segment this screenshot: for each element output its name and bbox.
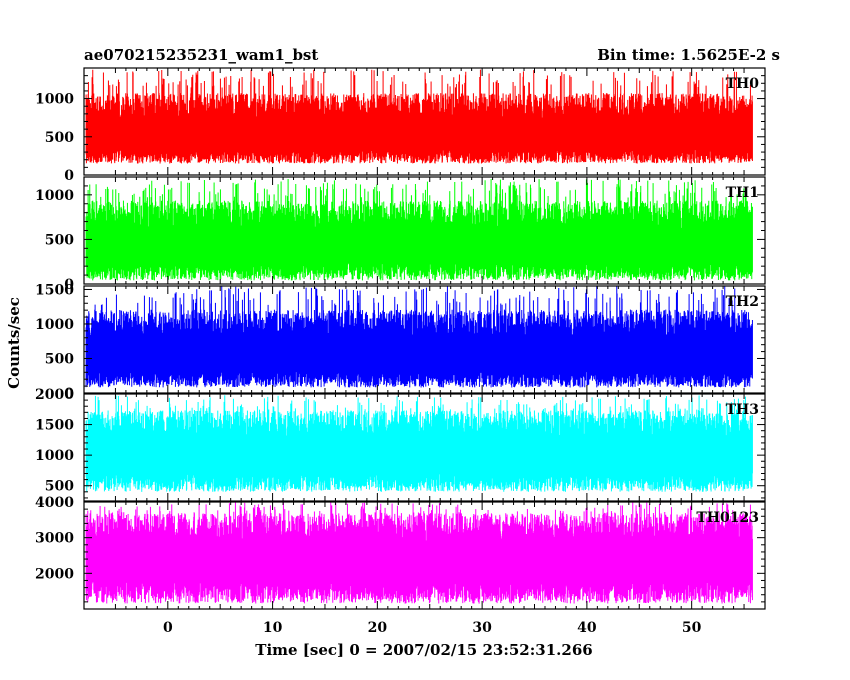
panel-th3: 500 1000 1500 2000 TH3	[35, 387, 766, 502]
y-tick-label: 1500	[35, 282, 74, 298]
x-tick-label: 30	[472, 620, 492, 636]
panel-frame	[83, 285, 766, 394]
y-tick-label: 1000	[35, 188, 74, 204]
x-tick-label: 10	[263, 620, 283, 636]
series-th0	[85, 69, 753, 164]
series-th3	[85, 395, 753, 492]
x-ticks	[114, 177, 745, 284]
y-tick-label: 500	[45, 130, 74, 146]
x-ticks	[114, 394, 745, 501]
x-tick-label: 0	[163, 620, 173, 636]
y-tick-label: 0	[64, 168, 74, 184]
y-tick-label: 500	[45, 351, 74, 367]
x-tick-label: 40	[577, 620, 597, 636]
panel-th0123: 2000 3000 4000 TH0123	[35, 495, 766, 610]
panel-label-th0: TH0	[726, 76, 760, 92]
y-ticks	[84, 393, 765, 499]
y-tick-label: 3000	[35, 531, 74, 547]
y-axis-title: Counts/sec	[5, 297, 23, 389]
y-tick-label: 500	[45, 232, 74, 248]
x-tick-label: 50	[682, 620, 702, 636]
y-tick-label: 0	[64, 277, 74, 293]
y-ticks	[84, 67, 765, 176]
x-tick-label: 20	[368, 620, 388, 636]
panel-label-th0123: TH0123	[696, 510, 759, 526]
chart-title-right: Bin time: 1.5625E-2 s	[597, 46, 780, 64]
y-tick-label: 0	[64, 386, 74, 402]
panel-th0: 0 500 1000 TH0	[35, 67, 766, 184]
panel-frame	[83, 501, 766, 610]
y-tick-label: 500	[45, 479, 74, 495]
panel-th1: 0 500 1000 TH1	[35, 176, 766, 293]
series-th0123	[85, 502, 753, 604]
series-th2	[85, 286, 753, 388]
y-tick-label: 1500	[35, 418, 74, 434]
y-tick-label: 2000	[35, 566, 74, 582]
x-axis-title: Time [sec] 0 = 2007/02/15 23:52:31.266	[255, 641, 592, 659]
panel-frame	[83, 393, 766, 502]
y-ticks	[84, 288, 765, 394]
series-th1	[85, 179, 753, 281]
panel-label-th3: TH3	[726, 402, 759, 418]
chart-title-left: ae070215235231_wam1_bst	[84, 46, 318, 64]
panel-th2: 0 500 1000 1500 TH2	[35, 282, 766, 402]
y-tick-label: 1000	[35, 448, 74, 464]
x-ticks	[114, 286, 745, 393]
y-tick-label: 1000	[35, 317, 74, 333]
y-tick-label: 4000	[35, 495, 74, 511]
y-tick-label: 2000	[35, 387, 74, 403]
panel-label-th1: TH1	[726, 185, 759, 201]
y-ticks	[84, 501, 765, 610]
y-tick-label: 1000	[35, 92, 74, 108]
x-ticks	[114, 502, 745, 609]
y-ticks	[84, 176, 765, 285]
x-ticks	[114, 68, 745, 175]
panel-label-th2: TH2	[726, 294, 759, 310]
